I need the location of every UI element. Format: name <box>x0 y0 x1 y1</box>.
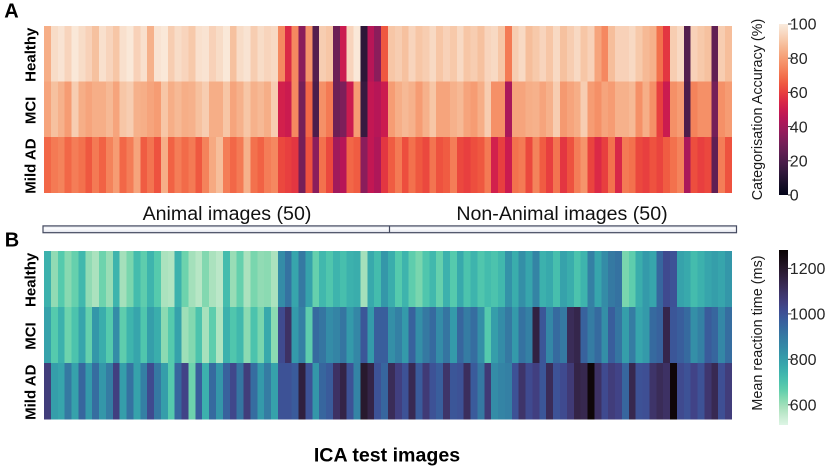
svg-text:1200: 1200 <box>790 261 826 278</box>
svg-text:MCI: MCI <box>23 97 40 125</box>
svg-text:100: 100 <box>790 17 817 34</box>
svg-text:1000: 1000 <box>790 307 826 324</box>
svg-text:Mean reaction time (ms): Mean reaction time (ms) <box>750 255 766 410</box>
svg-text:60: 60 <box>790 85 808 102</box>
svg-text:800: 800 <box>790 352 817 369</box>
svg-text:Mild AD: Mild AD <box>23 364 40 419</box>
svg-text:B: B <box>5 229 19 251</box>
svg-text:Categorisation Accuracy (%): Categorisation Accuracy (%) <box>750 19 766 201</box>
svg-text:Animal images (50): Animal images (50) <box>143 203 312 225</box>
svg-text:A: A <box>4 0 18 22</box>
svg-text:600: 600 <box>790 398 817 415</box>
svg-text:Healthy: Healthy <box>23 252 40 307</box>
svg-text:Healthy: Healthy <box>23 27 40 82</box>
svg-text:40: 40 <box>790 119 808 136</box>
svg-text:0: 0 <box>790 188 799 205</box>
svg-text:Mild AD: Mild AD <box>23 138 40 193</box>
svg-text:MCI: MCI <box>23 322 40 350</box>
svg-text:Non-Animal images (50): Non-Animal images (50) <box>456 203 667 225</box>
svg-text:20: 20 <box>790 154 808 171</box>
svg-text:80: 80 <box>790 51 808 68</box>
svg-text:ICA test images: ICA test images <box>314 445 460 467</box>
